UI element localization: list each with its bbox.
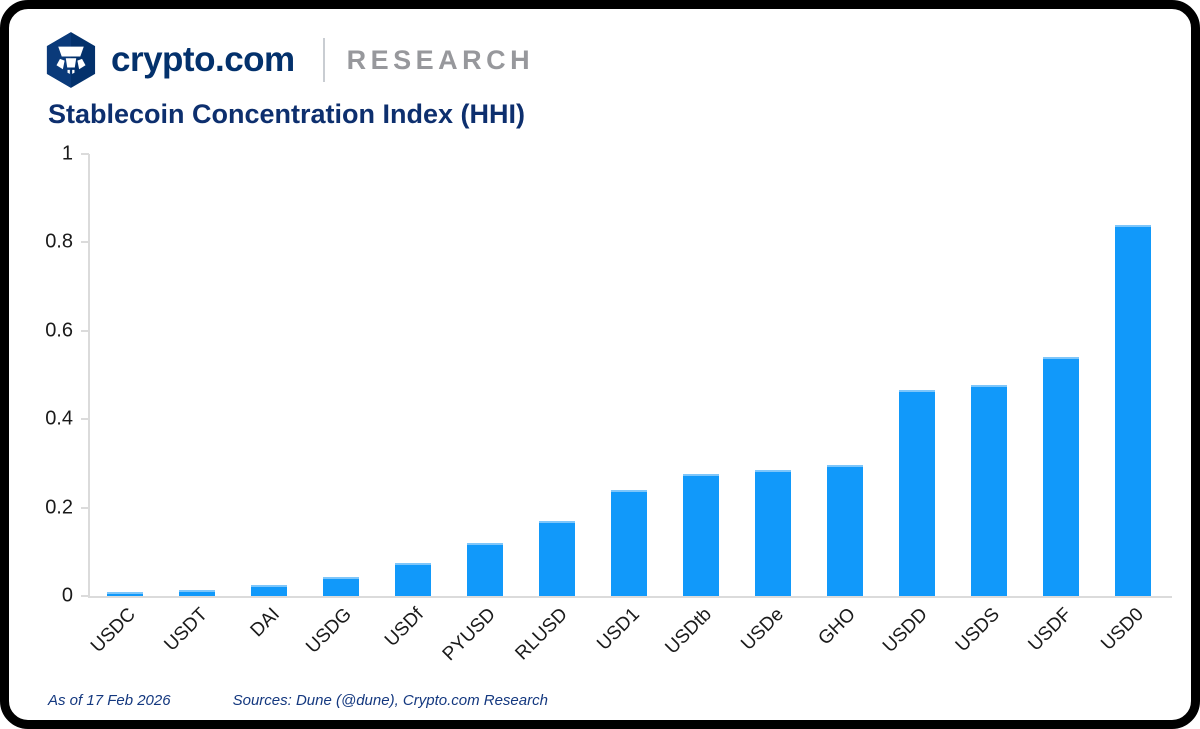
x-tick-label: USDe bbox=[737, 604, 788, 655]
y-tick-mark bbox=[81, 595, 89, 597]
x-tick-label: RLUSD bbox=[511, 604, 572, 665]
brand-suffix: RESEARCH bbox=[346, 44, 535, 75]
brand-header: crypto.com RESEARCH bbox=[42, 31, 534, 89]
bar-chart: USDC USDT DAI USDG USDf PYUSD RLUSD USD1 USDtb US… bbox=[45, 143, 1172, 665]
x-tick-label: USD1 bbox=[593, 604, 644, 655]
y-axis-line bbox=[88, 154, 90, 598]
y-tick-label: 0 bbox=[61, 584, 73, 607]
x-tick-label: USDG bbox=[302, 604, 356, 658]
as-of-date: As of 17 Feb 2026 bbox=[48, 692, 171, 709]
y-tick-label: 0.2 bbox=[45, 496, 73, 519]
bar-slot: USDC bbox=[87, 154, 161, 657]
y-tick-mark bbox=[81, 506, 89, 509]
bar-slot: PYUSD bbox=[439, 154, 521, 665]
bar-USDF bbox=[1043, 357, 1079, 596]
bar-USD0 bbox=[1115, 224, 1151, 596]
chart-title: Stablecoin Concentration Index (HHI) bbox=[48, 99, 526, 129]
y-tick-mark bbox=[81, 418, 89, 421]
y-tick-label: 0.4 bbox=[45, 407, 73, 430]
bar-GHO bbox=[827, 464, 863, 596]
bar-slot: USDtb bbox=[661, 154, 737, 658]
x-tick-label: DAI bbox=[246, 604, 284, 642]
x-tick-label: USDD bbox=[878, 604, 932, 657]
bar-slot: USDe bbox=[737, 154, 809, 655]
bar-PYUSD bbox=[467, 542, 503, 596]
y-tick-label: 1 bbox=[61, 142, 73, 165]
bar-slot: USD0 bbox=[1097, 154, 1169, 655]
x-tick-label: USDF bbox=[1024, 604, 1076, 656]
bar-USD1 bbox=[611, 489, 647, 596]
y-tick-label: 0.6 bbox=[45, 319, 73, 342]
brand-name: crypto.com bbox=[111, 40, 295, 79]
bar-slot: RLUSD bbox=[511, 154, 593, 664]
sources-note: Sources: Dune (@dune), Crypto.com Resear… bbox=[232, 692, 548, 709]
bar-DAI bbox=[251, 584, 287, 596]
chart-footer: As of 17 Feb 2026 Sources: Dune (@dune),… bbox=[48, 692, 548, 709]
bar-slot: USDD bbox=[879, 154, 953, 657]
x-tick-label: USDf bbox=[380, 604, 428, 651]
y-tick-mark bbox=[81, 241, 89, 244]
y-tick-mark bbox=[81, 329, 89, 332]
x-tick-label: PYUSD bbox=[438, 604, 500, 666]
bar-slot: USDF bbox=[1024, 154, 1097, 655]
bar-slot: DAI bbox=[233, 154, 305, 641]
bar-USDG bbox=[323, 577, 359, 596]
bars-area: USDC USDT DAI USDG USDf PYUSD RLUSD USD1 USDtb US… bbox=[87, 154, 1169, 665]
x-tick-label: USDT bbox=[160, 604, 212, 656]
bar-USDD bbox=[899, 390, 935, 596]
x-tick-label: GHO bbox=[814, 604, 860, 650]
bar-USDT bbox=[179, 589, 215, 596]
bar-slot: USDG bbox=[302, 154, 377, 658]
x-tick-label: USDS bbox=[951, 604, 1004, 657]
bar-USDC bbox=[107, 592, 143, 596]
y-tick-label: 0.8 bbox=[45, 230, 73, 253]
x-axis-line bbox=[88, 596, 1172, 598]
bar-slot: USDf bbox=[377, 154, 449, 651]
x-tick-label: USD0 bbox=[1097, 604, 1148, 655]
bar-USDf bbox=[395, 563, 431, 596]
y-tick-mark bbox=[81, 153, 89, 155]
bar-USDe bbox=[755, 470, 791, 596]
crypto-com-logo-icon bbox=[46, 32, 96, 88]
bar-slot: USDT bbox=[160, 154, 233, 655]
bar-USDtb bbox=[683, 473, 719, 596]
header-divider bbox=[322, 38, 325, 82]
x-tick-label: USDtb bbox=[661, 604, 716, 659]
bar-slot: USD1 bbox=[593, 154, 665, 655]
bar-USDS bbox=[971, 384, 1007, 596]
bar-RLUSD bbox=[539, 520, 575, 596]
x-tick-label: USDC bbox=[86, 604, 140, 657]
bar-slot: USDS bbox=[952, 154, 1025, 656]
bar-slot: GHO bbox=[809, 154, 881, 649]
